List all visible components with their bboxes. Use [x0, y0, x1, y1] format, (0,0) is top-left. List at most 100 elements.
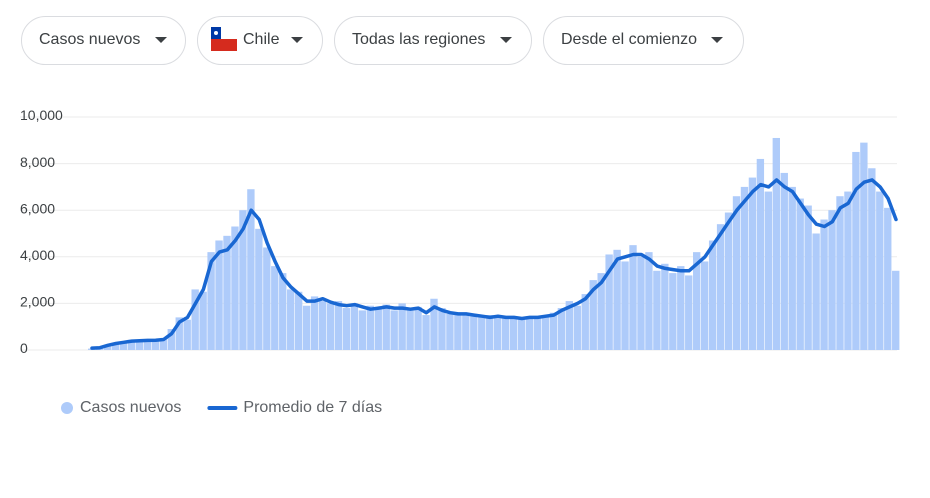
- bar: [247, 189, 255, 350]
- bar: [756, 158, 765, 350]
- bar: [740, 186, 749, 350]
- bar: [732, 196, 741, 350]
- bar: [326, 303, 335, 350]
- bar: [199, 291, 207, 350]
- bar: [279, 273, 287, 350]
- plot-area: 0 2,000 4,000 6,000 8,000 10,000: [20, 107, 900, 356]
- bar: [382, 304, 390, 350]
- bar: [764, 191, 773, 350]
- bar: [119, 341, 128, 350]
- legend-label: Promedio de 7 días: [243, 399, 382, 416]
- bar: [159, 338, 168, 350]
- bar: [350, 303, 359, 350]
- bar: [860, 142, 868, 350]
- bar: [143, 341, 152, 350]
- bar: [494, 317, 502, 350]
- bar: [820, 219, 828, 350]
- legend-label: Casos nuevos: [80, 399, 181, 416]
- bar: [581, 294, 589, 350]
- bar: [541, 315, 550, 350]
- bar: [525, 316, 534, 350]
- bar: [557, 308, 566, 350]
- bar: [223, 235, 231, 350]
- bar: [422, 315, 430, 350]
- bar: [613, 249, 621, 350]
- bar: [573, 305, 581, 350]
- bar: [637, 256, 645, 350]
- dropdown-label: Todas las regiones: [352, 31, 485, 48]
- bar: [517, 317, 526, 350]
- bar: [334, 301, 343, 350]
- bar: [653, 270, 661, 350]
- y-tick-label: 0: [20, 340, 28, 356]
- bar: [207, 252, 215, 350]
- bar: [629, 245, 637, 350]
- bar: [804, 205, 812, 350]
- bar: [366, 305, 374, 350]
- y-tick-label: 4,000: [20, 247, 55, 263]
- bar: [271, 266, 279, 350]
- bar: [167, 329, 175, 350]
- bar: [478, 317, 486, 350]
- dropdown-arrow: [711, 37, 723, 43]
- bar: [669, 273, 677, 350]
- bar: [661, 263, 669, 350]
- bar: [294, 291, 303, 350]
- bar: [796, 198, 804, 350]
- bar: [836, 196, 844, 350]
- bar: [693, 252, 701, 350]
- bar: [390, 310, 398, 350]
- flag: [211, 27, 237, 51]
- bar: [302, 305, 311, 350]
- bar: [748, 177, 757, 350]
- bar: [263, 247, 271, 350]
- bar: [175, 317, 183, 350]
- dropdown-arrow: [500, 37, 512, 43]
- bar: [868, 168, 876, 350]
- bar: [589, 280, 597, 350]
- bar: [374, 306, 382, 350]
- bar: [430, 298, 438, 350]
- bar: [772, 137, 780, 350]
- bar: [533, 318, 542, 350]
- dropdown[interactable]: [21, 16, 186, 65]
- bar: [780, 172, 788, 350]
- y-tick-label: 2,000: [20, 294, 55, 310]
- bar: [135, 340, 144, 350]
- controls: Casos nuevos Chile Todas las regiones De…: [21, 16, 744, 65]
- bar: [724, 212, 733, 350]
- bar: [708, 240, 717, 350]
- bar: [287, 289, 295, 350]
- bar: [191, 289, 199, 350]
- bar: [788, 186, 796, 350]
- bar: [183, 319, 191, 350]
- bar: [621, 261, 629, 350]
- bar: [486, 315, 494, 350]
- bar: [255, 228, 263, 350]
- dropdown[interactable]: [334, 16, 532, 65]
- bar: [103, 345, 112, 350]
- y-tick-label: 10,000: [20, 107, 63, 123]
- bar: [398, 303, 406, 350]
- bar: [812, 233, 820, 350]
- bar: [215, 240, 223, 350]
- dropdown-arrow: [291, 37, 303, 43]
- y-tick-label: 6,000: [20, 200, 55, 216]
- bar: [446, 313, 454, 350]
- bar: [358, 310, 367, 350]
- bar: [509, 318, 518, 350]
- bar: [231, 226, 239, 350]
- bar: [454, 312, 462, 350]
- bar: [892, 270, 900, 350]
- dropdown[interactable]: [543, 16, 744, 65]
- bar: [700, 261, 709, 350]
- bar: [677, 266, 685, 350]
- bar: [127, 340, 136, 350]
- legend-swatch: [61, 402, 73, 414]
- dropdown-arrow: [155, 37, 167, 43]
- bar: [852, 151, 860, 350]
- bar: [151, 339, 160, 350]
- bar: [470, 313, 478, 350]
- bar: [318, 301, 327, 350]
